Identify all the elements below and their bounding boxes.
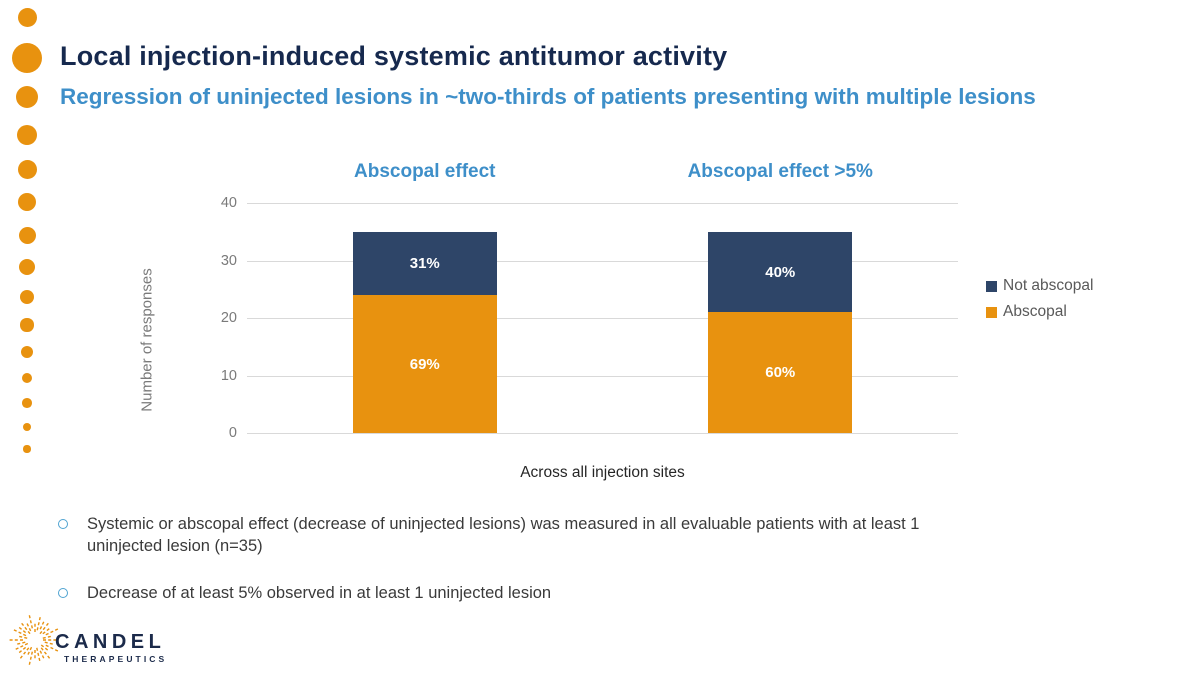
chart-column-titles: Abscopal effect Abscopal effect >5% [247, 161, 958, 189]
chart-title-abscopal-effect-gt5: Abscopal effect >5% [687, 161, 873, 182]
gridline [247, 318, 958, 319]
decorative-dot [16, 86, 38, 108]
decorative-dot [23, 445, 31, 453]
y-axis-label: Number of responses [138, 268, 156, 412]
list-item: Decrease of at least 5% observed in at l… [58, 583, 1008, 605]
chart-legend: Not abscopal Abscopal [986, 277, 1093, 329]
chart-title-abscopal-effect: Abscopal effect [354, 161, 496, 182]
bar-segment-abscopal: 69% [352, 295, 497, 433]
legend-label: Abscopal [1003, 303, 1067, 320]
decorative-dot [17, 7, 37, 27]
y-tick-label: 40 [220, 195, 237, 211]
legend-swatch-navy-icon [986, 280, 997, 292]
bar-segment-percent-label: 60% [765, 364, 796, 382]
decorative-dot [19, 259, 35, 275]
decorative-dot [20, 318, 34, 332]
legend-item-not-abscopal: Not abscopal [986, 277, 1093, 295]
y-tick-label: 10 [220, 367, 237, 384]
page-title: Local injection-induced systemic antitum… [60, 41, 728, 71]
x-axis-label: Across all injection sites [520, 464, 685, 481]
gridline [247, 375, 958, 377]
bar-segment-not-abscopal: 31% [352, 231, 497, 295]
bar-segment-percent-label: 40% [765, 263, 796, 281]
gridline [247, 203, 958, 204]
decorative-dot-column [0, 0, 60, 480]
candel-therapeutics-logo: CANDEL THERAPEUTICS [7, 610, 207, 670]
notes-list: Systemic or abscopal effect (decrease of… [58, 514, 1008, 629]
legend-item-abscopal: Abscopal [986, 303, 1093, 321]
y-tick-label: 30 [220, 252, 237, 269]
y-tick-label: 20 [220, 310, 237, 326]
page-subtitle: Regression of uninjected lesions in ~two… [60, 84, 1036, 109]
decorative-dot [21, 372, 33, 384]
legend-label: Not abscopal [1003, 277, 1094, 294]
plot-area: 0 10 20 30 40 69% 31% 60% 40% [221, 195, 958, 441]
logo-name: CANDEL [55, 631, 166, 653]
decorative-dot [22, 422, 32, 432]
decorative-dot [22, 398, 32, 408]
bar-segment-percent-label: 69% [409, 355, 440, 373]
bullet-text: Systemic or abscopal effect (decrease of… [87, 515, 920, 555]
decorative-dot [21, 346, 33, 358]
decorative-dot [17, 159, 37, 179]
circle-bullet-icon [58, 587, 68, 598]
decorative-dot [17, 125, 37, 145]
decorative-dot [18, 193, 36, 211]
list-item: Systemic or abscopal effect (decrease of… [58, 514, 1008, 558]
bar-segment-percent-label: 31% [409, 254, 440, 272]
bullet-text: Decrease of at least 5% observed in at l… [87, 583, 552, 602]
logo-subname: THERAPEUTICS [64, 654, 168, 664]
decorative-dot [18, 226, 36, 244]
y-tick-label: 0 [228, 425, 237, 441]
circle-bullet-icon [58, 519, 68, 529]
gridline [247, 433, 958, 434]
legend-swatch-orange-icon [986, 306, 997, 318]
decorative-dot [12, 43, 42, 73]
bar-segment-not-abscopal: 40% [708, 231, 853, 313]
sunburst-icon [9, 614, 59, 666]
bar-segment-abscopal: 60% [708, 312, 853, 433]
decorative-dot [19, 289, 35, 305]
gridline [247, 260, 958, 262]
